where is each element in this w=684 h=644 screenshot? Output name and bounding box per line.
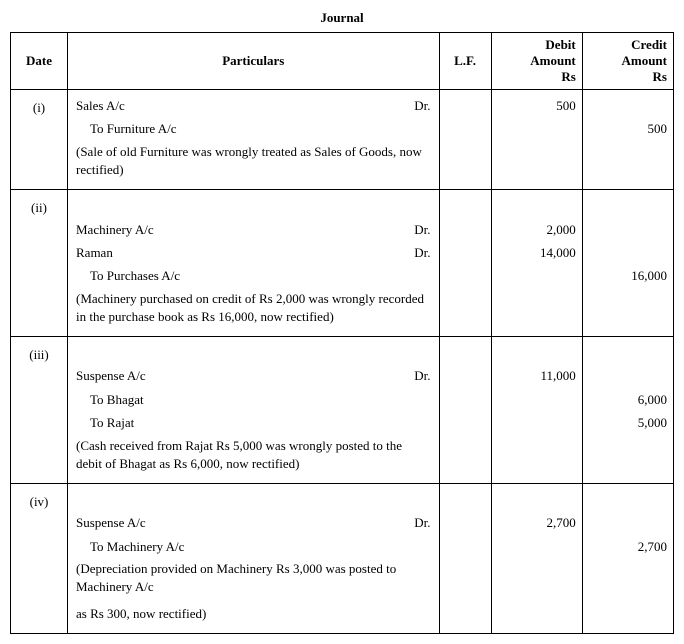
entry-lf	[439, 190, 491, 337]
entry-debit: 11,000	[491, 337, 582, 484]
entry-date: (iii)	[11, 337, 68, 484]
narration: (Sale of old Furniture was wrongly treat…	[76, 141, 431, 185]
debit-amount: 500	[498, 94, 576, 117]
debit-amount: 2,000	[498, 218, 576, 241]
particulars-text: To Furniture A/c	[76, 117, 176, 140]
credit-amount: 500	[589, 117, 667, 140]
narration: (Machinery purchased on credit of Rs 2,0…	[76, 288, 431, 332]
credit-label-3: Rs	[589, 69, 667, 85]
entry-lf	[439, 337, 491, 484]
dr-mark: Dr.	[414, 241, 430, 264]
dr-mark: Dr.	[414, 94, 430, 117]
table-row: (ii) Machinery A/c Dr. Raman Dr. To Purchases…	[11, 190, 674, 337]
debit-amount: 11,000	[498, 364, 576, 387]
credit-amount	[589, 511, 667, 534]
entry-credit: 16,000	[582, 190, 673, 337]
debit-label-2: Amount	[498, 53, 576, 69]
entry-date: (ii)	[11, 190, 68, 337]
dr-mark: Dr.	[414, 364, 430, 387]
journal-body: (i) Sales A/c Dr. To Furniture A/c(Sale of …	[11, 90, 674, 634]
entry-debit: 500	[491, 90, 582, 190]
debit-amount	[498, 264, 576, 287]
particulars-text: Raman	[76, 241, 113, 264]
narration: (Depreciation provided on Machinery Rs 3…	[76, 558, 431, 602]
entry-debit: 2,700	[491, 484, 582, 634]
particulars-text: Suspense A/c	[76, 364, 146, 387]
dr-mark: Dr.	[414, 511, 430, 534]
particulars-text: Machinery A/c	[76, 218, 154, 241]
narration: as Rs 300, now rectified)	[76, 603, 431, 629]
particulars-text: To Rajat	[76, 411, 134, 434]
credit-amount: 16,000	[589, 264, 667, 287]
entry-particulars: Sales A/c Dr. To Furniture A/c(Sale of old…	[68, 90, 440, 190]
col-particulars-header: Particulars	[68, 33, 440, 90]
debit-amount	[498, 117, 576, 140]
credit-amount: 6,000	[589, 388, 667, 411]
particulars-text: Sales A/c	[76, 94, 125, 117]
particulars-text: To Purchases A/c	[76, 264, 180, 287]
entry-particulars: Suspense A/c Dr. To BhagatTo Rajat(Cash re…	[68, 337, 440, 484]
debit-amount	[498, 388, 576, 411]
table-row: (i) Sales A/c Dr. To Furniture A/c(Sale of …	[11, 90, 674, 190]
debit-amount: 2,700	[498, 511, 576, 534]
col-lf-header: L.F.	[439, 33, 491, 90]
debit-amount: 14,000	[498, 241, 576, 264]
entry-lf	[439, 484, 491, 634]
particulars-text: Suspense A/c	[76, 511, 146, 534]
credit-label-2: Amount	[589, 53, 667, 69]
debit-amount	[498, 411, 576, 434]
col-debit-header: Debit Amount Rs	[491, 33, 582, 90]
credit-amount	[589, 364, 667, 387]
credit-amount: 5,000	[589, 411, 667, 434]
credit-amount	[589, 218, 667, 241]
col-credit-header: Credit Amount Rs	[582, 33, 673, 90]
particulars-text: To Bhagat	[76, 388, 144, 411]
debit-label-3: Rs	[498, 69, 576, 85]
dr-mark: Dr.	[414, 218, 430, 241]
entry-particulars: Machinery A/c Dr. Raman Dr. To Purchases A/c…	[68, 190, 440, 337]
entry-particulars: Suspense A/cDr.To Machinery A/c(Deprecia…	[68, 484, 440, 634]
col-date-header: Date	[11, 33, 68, 90]
entry-credit: 500	[582, 90, 673, 190]
entry-date: (i)	[11, 90, 68, 190]
entry-credit: 2,700	[582, 484, 673, 634]
entry-date: (iv)	[11, 484, 68, 634]
credit-label-1: Credit	[589, 37, 667, 53]
narration: (Cash received from Rajat Rs 5,000 was w…	[76, 435, 431, 479]
debit-label-1: Debit	[498, 37, 576, 53]
journal-title: Journal	[10, 10, 674, 26]
entry-debit: 2,00014,000	[491, 190, 582, 337]
credit-amount	[589, 241, 667, 264]
table-row: (iii) Suspense A/c Dr. To BhagatTo Rajat(Ca…	[11, 337, 674, 484]
journal-table: Date Particulars L.F. Debit Amount Rs Cr…	[10, 32, 674, 634]
entry-credit: 6,0005,000	[582, 337, 673, 484]
table-row: (iv)Suspense A/cDr.To Machinery A/c(Depr…	[11, 484, 674, 634]
entry-lf	[439, 90, 491, 190]
credit-amount	[589, 94, 667, 117]
